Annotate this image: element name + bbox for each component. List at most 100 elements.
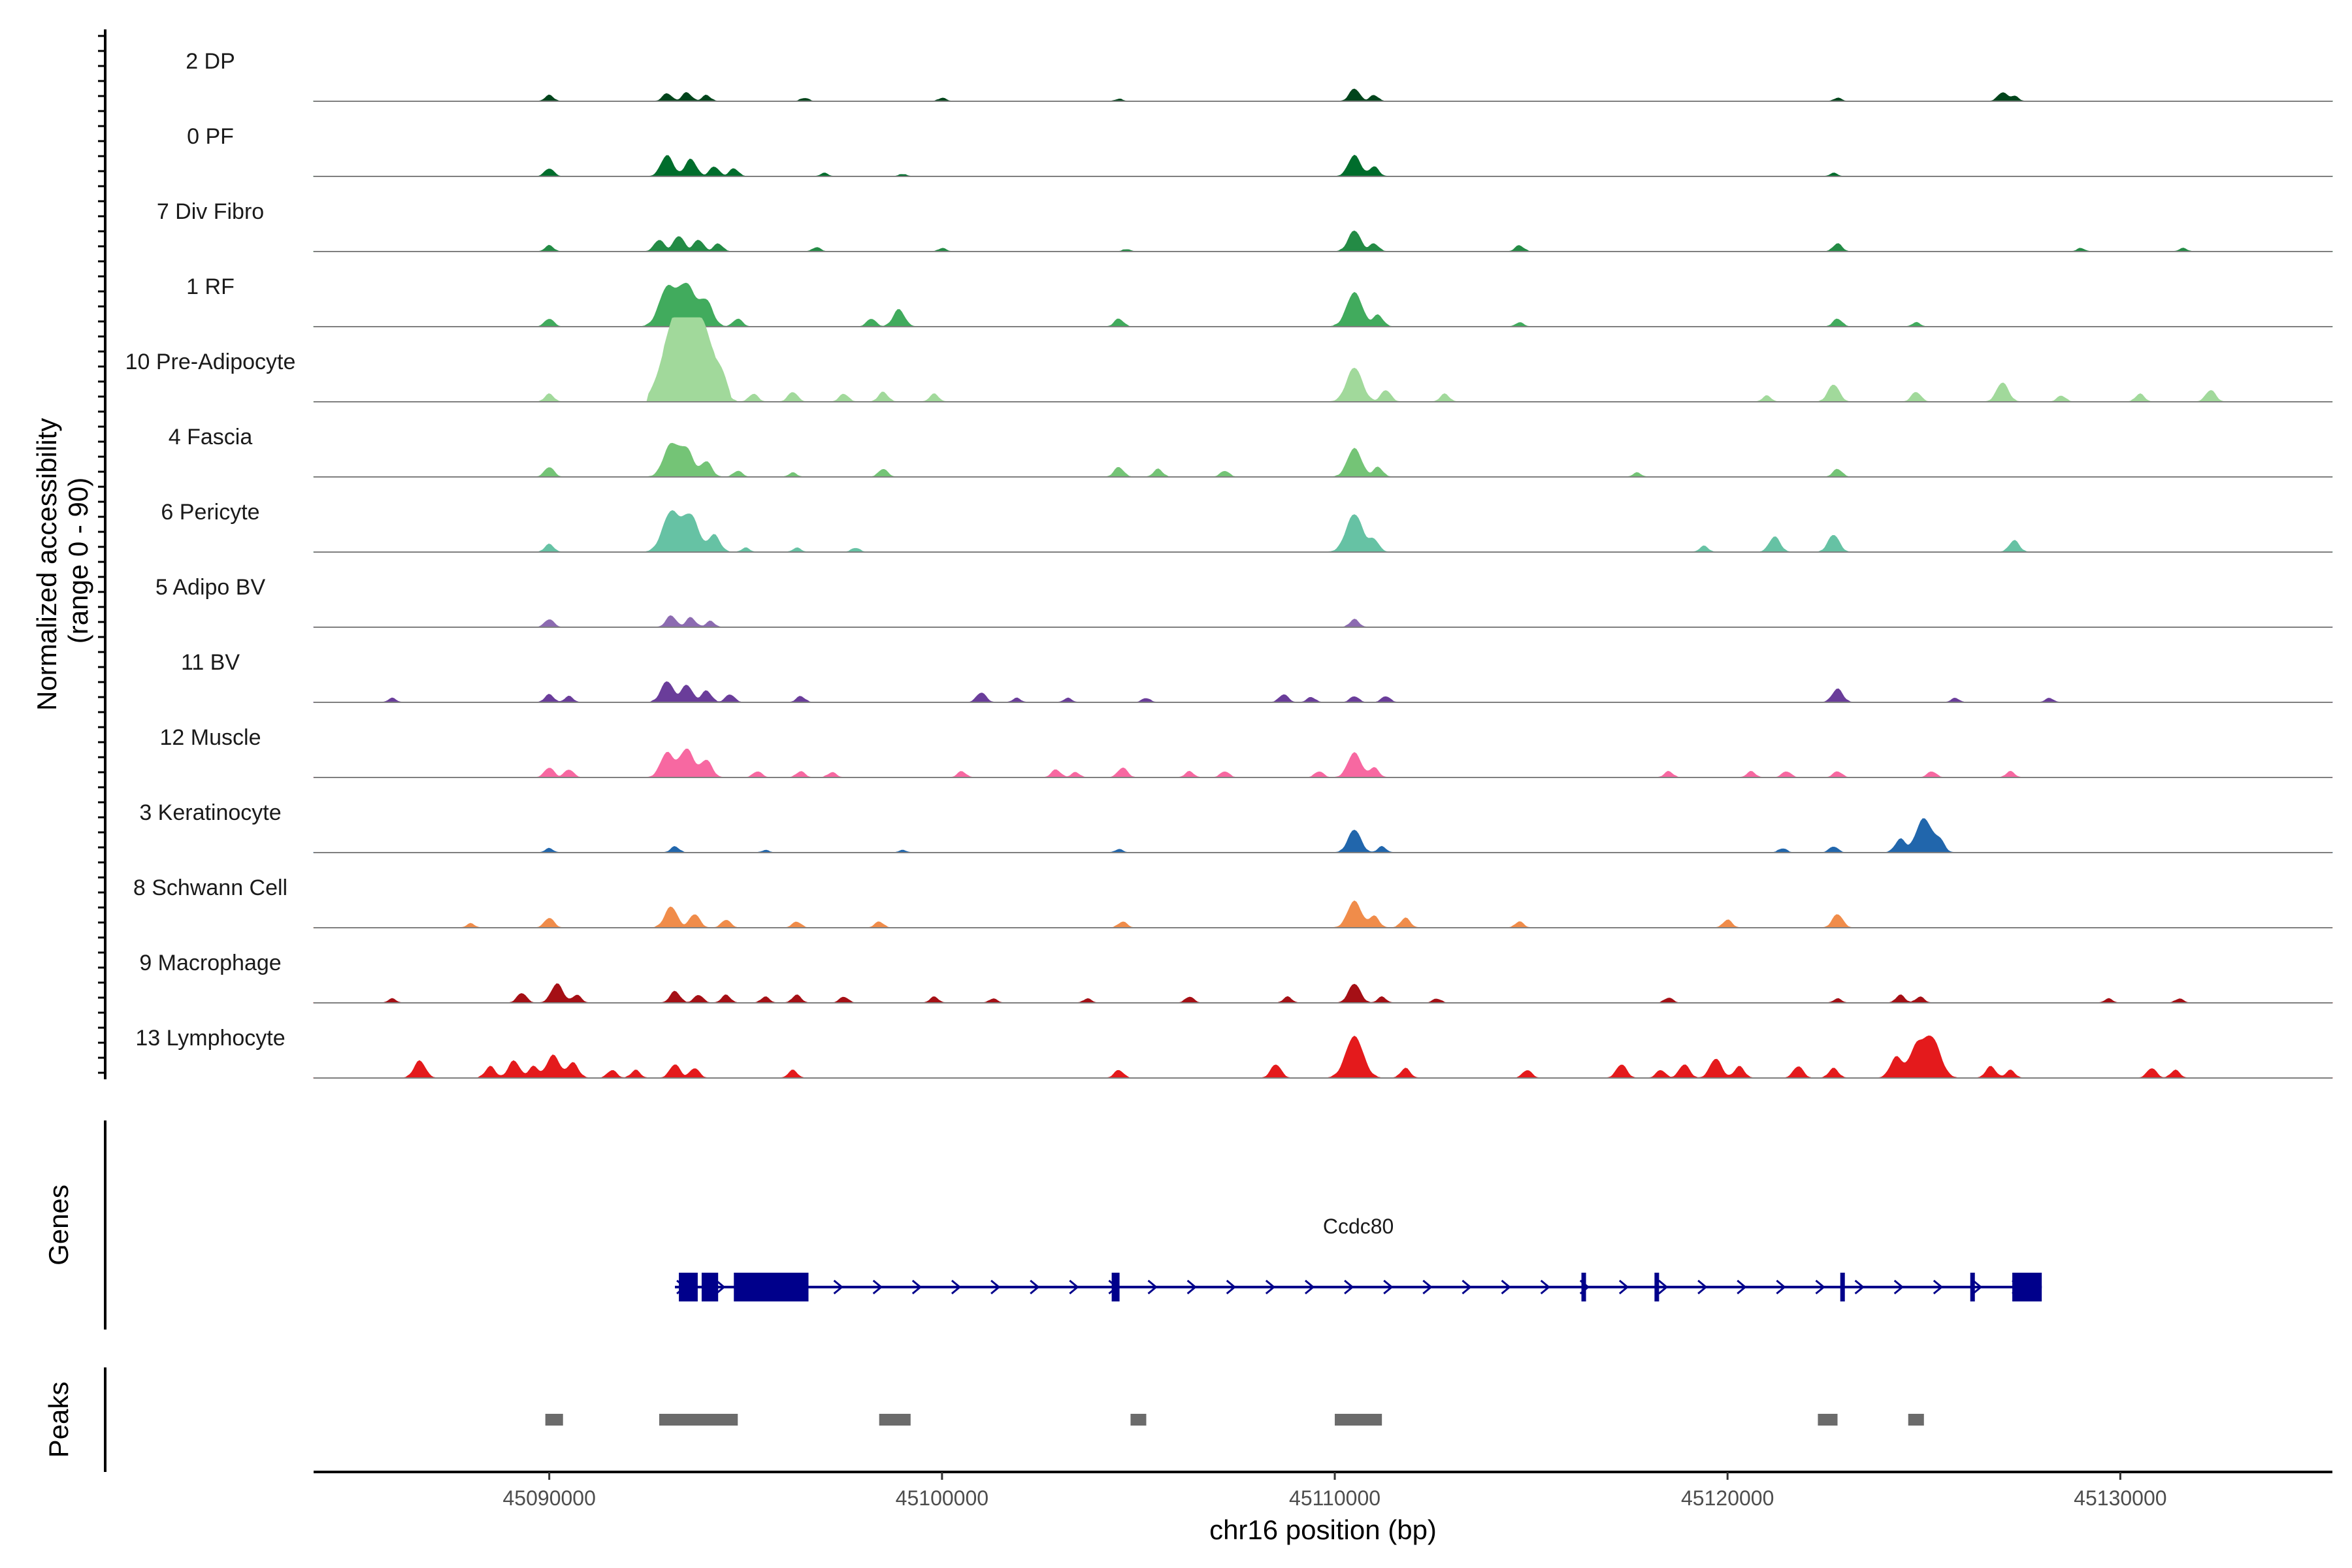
gene-exon bbox=[1970, 1273, 1975, 1301]
track-coverage-area bbox=[313, 230, 2333, 252]
strand-arrow bbox=[1972, 1279, 1983, 1295]
x-tick-label: 45100000 bbox=[896, 1486, 988, 1510]
x-tick-label: 45110000 bbox=[1289, 1486, 1380, 1510]
strand-arrow bbox=[1658, 1279, 1669, 1295]
strand-arrow bbox=[872, 1279, 883, 1295]
track-coverage-area bbox=[313, 748, 2333, 778]
gene-exon bbox=[701, 1273, 719, 1301]
strand-arrow bbox=[1776, 1279, 1786, 1295]
genes-panel-label: Genes bbox=[43, 1184, 74, 1266]
strand-arrow bbox=[1697, 1279, 1708, 1295]
track-13: 13 Lymphocyte bbox=[135, 1026, 2333, 1079]
track-label: 7 Div Fibro bbox=[157, 199, 264, 224]
track-coverage-area bbox=[313, 88, 2333, 102]
strand-arrow bbox=[1462, 1279, 1472, 1295]
strand-arrow bbox=[1933, 1279, 1944, 1295]
y-axis-title-line-2: (range 0 - 90) bbox=[63, 478, 93, 644]
track-coverage-area bbox=[313, 818, 2333, 853]
peak-region bbox=[1818, 1414, 1838, 1426]
track-label: 2 DP bbox=[186, 49, 235, 74]
gene-exon bbox=[2012, 1273, 2042, 1301]
strand-arrow bbox=[1304, 1279, 1315, 1295]
x-tick-label: 45120000 bbox=[1681, 1486, 1774, 1510]
gene-exon bbox=[1111, 1273, 1120, 1301]
track-11: 8 Schwann Cell bbox=[133, 875, 2333, 928]
peak-region bbox=[1335, 1414, 1382, 1426]
strand-arrow bbox=[1501, 1279, 1511, 1295]
gene-exon bbox=[1840, 1273, 1845, 1301]
peak-region bbox=[1130, 1414, 1147, 1426]
track-6: 6 Pericyte bbox=[161, 500, 2333, 553]
strand-arrow bbox=[1618, 1279, 1629, 1295]
x-axis-title: chr16 position (bp) bbox=[1209, 1514, 1437, 1545]
track-coverage-area bbox=[313, 282, 2333, 327]
strand-arrow bbox=[715, 1279, 726, 1295]
track-2: 7 Div Fibro bbox=[157, 199, 2333, 252]
track-coverage-area bbox=[313, 900, 2333, 928]
track-9: 12 Muscle bbox=[160, 725, 2333, 778]
track-label: 0 PF bbox=[187, 124, 234, 149]
gene-exon bbox=[679, 1273, 698, 1301]
track-label: 11 BV bbox=[181, 650, 240, 675]
track-3: 1 RF bbox=[186, 274, 2333, 327]
track-label: 5 Adipo BV bbox=[155, 575, 266, 600]
track-coverage-area bbox=[313, 154, 2333, 177]
track-label: 1 RF bbox=[186, 274, 235, 299]
track-5: 4 Fascia bbox=[169, 425, 2333, 478]
strand-arrow bbox=[1069, 1279, 1079, 1295]
strand-arrow bbox=[911, 1279, 923, 1295]
gene-model: Ccdc80 bbox=[675, 1215, 2042, 1301]
track-coverage-area bbox=[313, 1035, 2333, 1079]
peak-region bbox=[545, 1414, 563, 1426]
track-label: 3 Keratinocyte bbox=[139, 800, 281, 825]
strand-arrow bbox=[1265, 1279, 1276, 1295]
strand-arrow bbox=[1893, 1279, 1904, 1295]
track-coverage-area bbox=[313, 615, 2333, 628]
track-label: 13 Lymphocyte bbox=[135, 1026, 285, 1051]
track-label: 6 Pericyte bbox=[161, 500, 259, 525]
track-8: 11 BV bbox=[181, 650, 2333, 703]
track-label: 4 Fascia bbox=[169, 425, 253, 449]
track-4: 10 Pre-Adipocyte bbox=[125, 317, 2333, 402]
peak-region bbox=[1908, 1414, 1924, 1426]
gene-exon bbox=[734, 1273, 809, 1301]
peaks-panel-label: Peaks bbox=[43, 1382, 74, 1458]
gene-exon bbox=[1581, 1273, 1586, 1301]
track-coverage-area bbox=[313, 317, 2333, 402]
strand-arrow bbox=[1737, 1279, 1747, 1295]
track-label: 12 Muscle bbox=[160, 725, 261, 750]
y-axis-title: Normalized accessibility (range 0 - 90) bbox=[31, 410, 93, 711]
strand-arrow bbox=[1186, 1279, 1197, 1295]
strand-arrow bbox=[1147, 1279, 1158, 1295]
strand-arrow bbox=[1030, 1279, 1040, 1295]
peak-region bbox=[659, 1414, 738, 1426]
gene-name-label: Ccdc80 bbox=[1323, 1215, 1394, 1238]
track-0: 2 DP bbox=[186, 49, 2333, 102]
track-label: 9 Macrophage bbox=[139, 951, 281, 975]
track-10: 3 Keratinocyte bbox=[139, 800, 2333, 853]
track-label: 8 Schwann Cell bbox=[133, 875, 287, 900]
strand-arrow bbox=[1383, 1279, 1394, 1295]
coverage-y-axis bbox=[98, 29, 106, 1079]
peak-region bbox=[879, 1414, 911, 1426]
y-axis-title-line-1: Normalized accessibility bbox=[31, 418, 62, 711]
x-tick-label: 45090000 bbox=[503, 1486, 596, 1510]
strand-arrow bbox=[951, 1279, 962, 1295]
strand-arrow bbox=[1815, 1279, 1825, 1295]
track-coverage-area bbox=[313, 442, 2333, 478]
strand-arrow bbox=[833, 1279, 843, 1295]
track-1: 0 PF bbox=[187, 124, 2333, 177]
track-coverage-area bbox=[313, 510, 2333, 553]
track-12: 9 Macrophage bbox=[139, 951, 2333, 1004]
strand-arrow bbox=[1540, 1279, 1551, 1295]
strand-arrow bbox=[1854, 1279, 1865, 1295]
peaks-track bbox=[545, 1414, 1924, 1426]
x-axis: 45090000 45100000 45110000 45120000 45130000 bbox=[503, 1472, 2167, 1510]
coverage-tracks: 2 DP 0 PF 7 Div Fibro 1 RF 10 Pre-Adipocyte 4… bbox=[125, 49, 2333, 1079]
strand-arrow bbox=[1344, 1279, 1354, 1295]
track-7: 5 Adipo BV bbox=[155, 575, 2333, 628]
x-tick-label: 45130000 bbox=[2074, 1486, 2166, 1510]
strand-arrow bbox=[1226, 1279, 1237, 1295]
strand-arrow bbox=[990, 1279, 1001, 1295]
